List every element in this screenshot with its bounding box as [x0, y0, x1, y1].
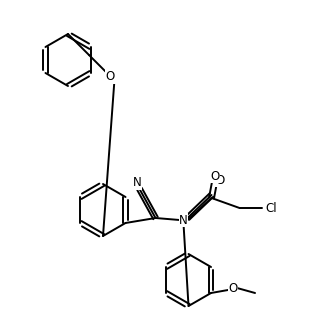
Text: O: O: [228, 282, 238, 295]
Text: N: N: [133, 177, 142, 190]
Text: N: N: [179, 214, 188, 227]
Text: O: O: [210, 169, 219, 182]
Text: O: O: [215, 174, 224, 186]
Text: Cl: Cl: [266, 201, 277, 215]
Text: O: O: [106, 70, 115, 83]
